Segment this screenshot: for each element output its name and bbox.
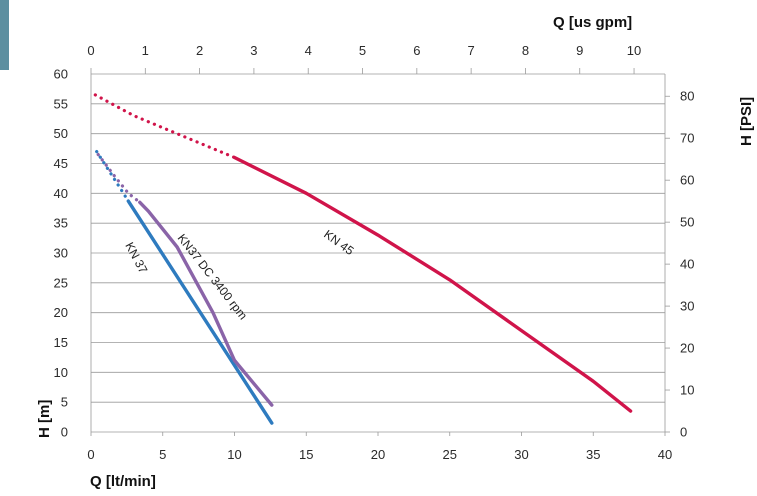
x-bottom-tick-label: 40 xyxy=(658,447,672,462)
y-right-tick-label: 10 xyxy=(680,383,694,398)
y-right-tick-label: 80 xyxy=(680,89,694,104)
x-top-tick-label: 8 xyxy=(522,43,529,58)
x-top-tick-label: 0 xyxy=(87,43,94,58)
edge-tab xyxy=(0,0,9,70)
y-left-tick-label: 20 xyxy=(54,305,68,320)
x-bottom-tick-label: 0 xyxy=(87,447,94,462)
y-left-tick-label: 60 xyxy=(54,67,68,82)
x-bottom-tick-label: 15 xyxy=(299,447,313,462)
y-right-axis-title: H [PSI] xyxy=(738,97,755,146)
y-right-tick-label: 50 xyxy=(680,215,694,230)
x-bottom-axis-title: Q [lt/min] xyxy=(90,473,156,490)
series-layer xyxy=(93,93,633,425)
x-top-tick-label: 9 xyxy=(576,43,583,58)
x-top-tick-label: 6 xyxy=(413,43,420,58)
x-top-tick-label: 2 xyxy=(196,43,203,58)
x-bottom-tick-label: 20 xyxy=(371,447,385,462)
x-top-tick-label: 4 xyxy=(305,43,312,58)
y-right-tick-label: 0 xyxy=(680,425,687,440)
x-bottom-tick-label: 35 xyxy=(586,447,600,462)
curve-label-kn45: KN 45 xyxy=(321,227,356,258)
x-bottom-tick-label: 5 xyxy=(159,447,166,462)
series-kn-45-dotted xyxy=(93,93,237,160)
y-left-tick-label: 40 xyxy=(54,186,68,201)
grid-lines xyxy=(91,73,665,433)
y-left-tick-label: 15 xyxy=(54,335,68,350)
x-top-tick-label: 3 xyxy=(250,43,257,58)
axes xyxy=(90,68,670,436)
x-bottom-tick-label: 10 xyxy=(227,447,241,462)
y-left-tick-label: 5 xyxy=(61,395,68,410)
curve-label-kn37: KN 37 xyxy=(122,240,150,276)
x-top-tick-label: 1 xyxy=(142,43,149,58)
x-bottom-tick-label: 30 xyxy=(514,447,528,462)
series-kn-45-line xyxy=(232,155,633,413)
series-kn-37-line xyxy=(126,199,274,425)
series-kn37-dc-3400-rpm-line xyxy=(138,200,274,407)
y-right-tick-label: 40 xyxy=(680,257,694,272)
y-right-tick-label: 30 xyxy=(680,299,694,314)
y-right-tick-label: 20 xyxy=(680,341,694,356)
y-left-tick-label: 25 xyxy=(54,275,68,290)
x-bottom-tick-label: 25 xyxy=(443,447,457,462)
series-kn37-dc-3400-rpm-dotted xyxy=(96,153,142,204)
y-left-tick-label: 45 xyxy=(54,156,68,171)
y-left-tick-label: 50 xyxy=(54,126,68,141)
series-kn-37-dotted xyxy=(95,150,130,203)
y-left-tick-label: 10 xyxy=(54,365,68,380)
x-top-tick-label: 7 xyxy=(468,43,475,58)
x-top-axis-title: Q [us gpm] xyxy=(553,14,632,31)
y-right-tick-label: 70 xyxy=(680,131,694,146)
y-left-tick-label: 0 xyxy=(61,425,68,440)
x-top-tick-label: 10 xyxy=(627,43,641,58)
y-right-tick-label: 60 xyxy=(680,173,694,188)
y-left-tick-label: 55 xyxy=(54,96,68,111)
y-left-tick-label: 35 xyxy=(54,216,68,231)
y-left-tick-label: 30 xyxy=(54,246,68,261)
y-left-axis-title: H [m] xyxy=(36,400,53,438)
x-top-tick-label: 5 xyxy=(359,43,366,58)
